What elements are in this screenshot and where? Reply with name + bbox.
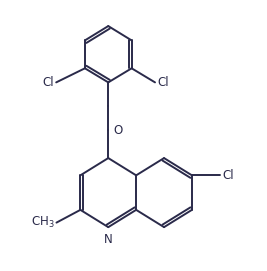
Text: Cl: Cl: [157, 76, 169, 89]
Text: Cl: Cl: [42, 76, 54, 89]
Text: O: O: [113, 124, 122, 137]
Text: CH$_3$: CH$_3$: [31, 215, 54, 230]
Text: N: N: [104, 233, 113, 246]
Text: Cl: Cl: [222, 169, 234, 182]
